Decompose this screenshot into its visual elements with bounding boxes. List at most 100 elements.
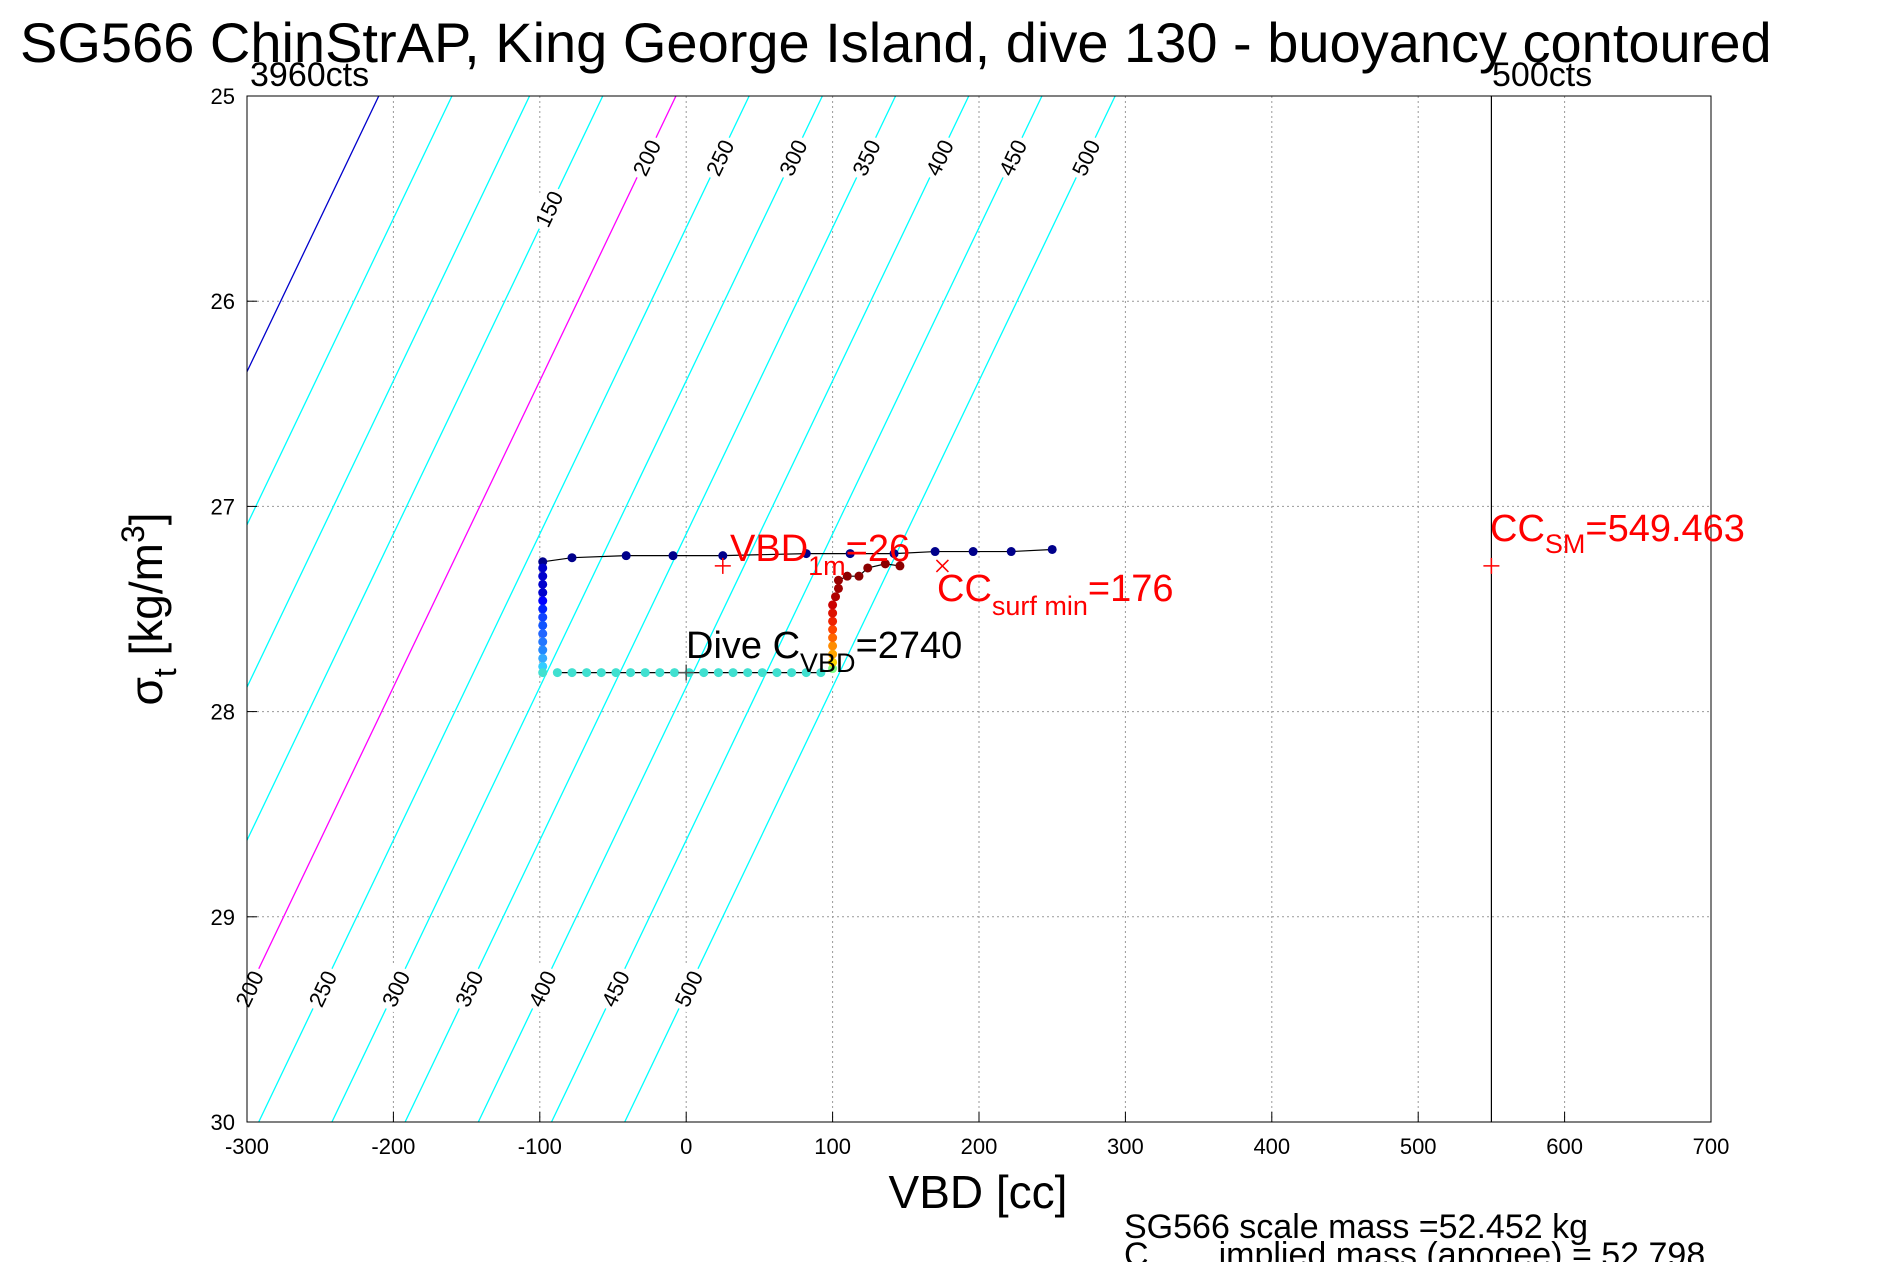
dive-c-vbd-main: Dive C [686, 625, 800, 667]
series-point [828, 649, 838, 659]
vbd-1m-annotation: VBD1m=26 [730, 528, 910, 581]
series-point [718, 551, 728, 561]
contour-line [477, 96, 970, 1122]
dive-c-vbd-value: =2740 [856, 625, 963, 667]
series-point [621, 551, 631, 561]
series-point [831, 592, 841, 602]
series-point [538, 563, 548, 573]
x-tick-label: 300 [1107, 1134, 1144, 1159]
series-point [833, 583, 843, 593]
series-point [801, 549, 811, 559]
contour-line [404, 96, 897, 1122]
series-point [538, 629, 548, 639]
axis-ticks: -300 -200 -100 0 100 200 300 400 500 600 700 25 26 27… [211, 84, 1730, 1159]
y-tick-label: 29 [211, 905, 235, 930]
series-point [828, 657, 838, 667]
series-point [552, 668, 562, 678]
series-point [828, 633, 838, 643]
series-point [538, 571, 548, 581]
cc-surf-min-sub: surf min [992, 591, 1088, 621]
series-point [880, 559, 890, 569]
series-point [626, 668, 636, 678]
series-point [668, 551, 678, 561]
series-point [669, 668, 679, 678]
series-point [828, 641, 838, 651]
series-point [828, 664, 838, 674]
series-point [787, 668, 797, 678]
series-point [567, 553, 577, 563]
cc-sm-main: CC [1490, 508, 1545, 550]
series-point [640, 668, 650, 678]
series-point [538, 612, 548, 622]
contour-line [624, 96, 1116, 1122]
x-tick-label: 0 [680, 1134, 692, 1159]
y-axis-symbol: σ [120, 677, 172, 705]
contour-label-bg [300, 962, 345, 1015]
contour-label-bg [844, 131, 889, 184]
y-axis-unit-pre: [kg/m [120, 543, 172, 668]
x-tick-label: -200 [371, 1134, 415, 1159]
series-point [772, 668, 782, 678]
x-marker [935, 559, 949, 573]
contour-line [247, 96, 677, 995]
y-tick-label: 28 [211, 700, 235, 725]
series-point [596, 668, 606, 678]
contour-line [550, 96, 1043, 1122]
series-point [582, 668, 592, 678]
series-point [1047, 544, 1057, 554]
contour-lines [247, 96, 1116, 1122]
series-point [538, 661, 548, 671]
contour-label-bg [446, 962, 491, 1015]
scale-mass-note: SG566 scale mass =52.452 kg [1124, 1208, 1588, 1246]
x-tick-label: 500 [1400, 1134, 1437, 1159]
y-tick-label: 26 [211, 289, 235, 314]
series-point [538, 645, 548, 655]
series-point [757, 668, 767, 678]
x-tick-label: -300 [225, 1134, 269, 1159]
contour-line [247, 96, 604, 842]
series-point [611, 668, 621, 678]
dive-c-vbd-annotation: Dive CVBD=2740 [686, 625, 962, 678]
series-point [538, 588, 548, 598]
series-point [801, 668, 811, 678]
series-point [854, 571, 864, 581]
series-point [538, 604, 548, 614]
series-line [542, 548, 1053, 563]
series-point [743, 668, 753, 678]
vbd-1m-sub: 1m [808, 551, 846, 581]
series-point [828, 625, 838, 635]
series-point [968, 547, 978, 557]
markers [678, 557, 1500, 681]
series-point [538, 653, 548, 663]
grid [247, 96, 1711, 1122]
series-point [863, 563, 873, 573]
contour-line [258, 96, 750, 1122]
x-tick-label: 700 [1693, 1134, 1730, 1159]
contour-label-bg [990, 131, 1035, 184]
dive-series [538, 544, 1057, 678]
x-tick-label: -100 [518, 1134, 562, 1159]
series-point [538, 637, 548, 647]
x-tick-label: 200 [961, 1134, 998, 1159]
y-tick-label: 25 [211, 84, 235, 109]
contour-label-bg [917, 131, 962, 184]
cc-sm-sub: SM [1545, 529, 1586, 559]
x-tick-label: 600 [1546, 1134, 1583, 1159]
x-tick-label: 400 [1253, 1134, 1290, 1159]
implied-mass-c: C [1124, 1236, 1149, 1262]
series-point [538, 668, 548, 678]
contour-label-bg [526, 182, 571, 235]
series-point [655, 668, 665, 678]
cc-sm-annotation: CCSM=549.463 [1490, 508, 1745, 559]
x-axis-label: VBD [cc] [889, 1166, 1068, 1218]
contour-label-bg [697, 131, 742, 184]
series-point [828, 616, 838, 626]
contour-label-bg [373, 962, 418, 1015]
series-point [728, 668, 738, 678]
x-tick-label: 100 [814, 1134, 851, 1159]
series-point [930, 547, 940, 557]
contour-line [247, 96, 531, 689]
chart-title: SG566 ChinStrAP, King George Island, div… [20, 11, 1772, 74]
y-axis-unit-sup: 3 [115, 525, 151, 543]
